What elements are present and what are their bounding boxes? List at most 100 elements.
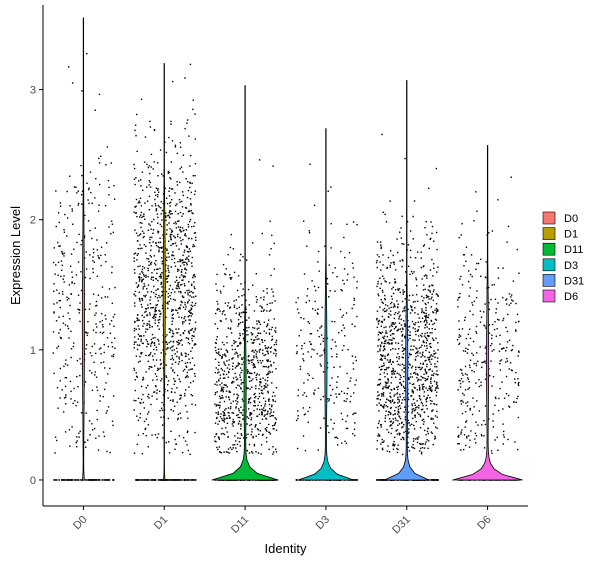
data-point [188, 319, 190, 321]
data-point [518, 320, 520, 323]
data-point [414, 324, 416, 326]
data-point [430, 363, 432, 365]
data-point [182, 238, 184, 241]
data-point [159, 267, 161, 270]
data-point [189, 309, 191, 312]
data-point [428, 247, 430, 250]
data-point [171, 363, 174, 365]
data-point [220, 348, 222, 350]
data-point [225, 390, 228, 392]
data-point [145, 418, 148, 420]
data-point [433, 372, 435, 375]
data-point [271, 414, 273, 417]
data-point [273, 242, 275, 245]
data-point [184, 304, 186, 306]
data-point [154, 319, 157, 321]
data-point [186, 302, 189, 304]
data-point [189, 165, 191, 167]
data-point [143, 322, 145, 325]
data-point [135, 205, 137, 208]
data-point [248, 452, 251, 454]
data-point [465, 444, 467, 447]
data-point [95, 300, 98, 303]
data-point [174, 265, 177, 267]
data-point [385, 405, 387, 407]
data-point [335, 345, 337, 347]
data-point [159, 316, 161, 318]
data-point [192, 99, 194, 101]
data-point [317, 449, 320, 451]
data-point [172, 317, 174, 320]
data-point [176, 203, 178, 205]
data-point [411, 408, 414, 410]
data-point [355, 359, 357, 362]
data-point [427, 289, 430, 291]
data-point [419, 414, 422, 416]
data-point [385, 386, 387, 388]
data-point [433, 403, 435, 405]
data-point [183, 283, 186, 285]
legend-label-d6: D6 [564, 291, 578, 303]
data-point [425, 294, 428, 297]
data-point [172, 345, 174, 347]
data-point [152, 232, 154, 235]
data-point [490, 298, 492, 301]
data-point [193, 245, 196, 248]
data-point [416, 437, 418, 439]
data-point [160, 257, 163, 259]
data-point [395, 326, 397, 329]
data-point [414, 257, 417, 259]
data-point [167, 380, 170, 382]
data-point [391, 288, 393, 290]
data-point [153, 255, 156, 257]
data-point [436, 386, 438, 388]
data-point [157, 216, 159, 219]
data-point [437, 387, 439, 389]
data-point [235, 365, 238, 367]
data-point [426, 347, 428, 350]
data-point [170, 236, 172, 239]
data-point [251, 350, 253, 352]
data-point [401, 399, 404, 401]
data-point [257, 433, 260, 436]
data-point [387, 431, 390, 433]
data-point [506, 298, 508, 300]
data-point [104, 388, 106, 391]
data-point [390, 388, 392, 391]
data-point [170, 367, 172, 369]
data-point [93, 343, 96, 345]
data-point [480, 434, 483, 436]
data-point [263, 321, 266, 324]
data-point [418, 326, 420, 328]
data-point [274, 327, 277, 329]
data-point [419, 397, 421, 400]
data-point [381, 438, 383, 441]
data-point [467, 435, 470, 437]
data-point [150, 479, 152, 481]
data-point [425, 296, 428, 299]
data-point [68, 66, 70, 68]
data-point [412, 339, 414, 341]
data-point [417, 366, 420, 369]
data-point [306, 295, 308, 297]
data-point [146, 288, 148, 290]
data-point [167, 170, 170, 173]
data-point [435, 319, 438, 321]
data-point [70, 479, 73, 481]
data-point [425, 312, 427, 315]
data-point [219, 310, 221, 312]
data-point [154, 479, 157, 481]
data-point [271, 326, 273, 329]
data-point [476, 352, 478, 354]
data-point [153, 391, 156, 393]
data-point [380, 404, 383, 407]
data-point [488, 332, 491, 334]
data-point [186, 289, 188, 292]
data-point [161, 263, 163, 265]
data-point [147, 354, 150, 357]
data-point [78, 309, 81, 311]
data-point [501, 348, 503, 350]
data-point [409, 364, 411, 366]
data-point [410, 353, 412, 356]
data-point [390, 424, 393, 426]
